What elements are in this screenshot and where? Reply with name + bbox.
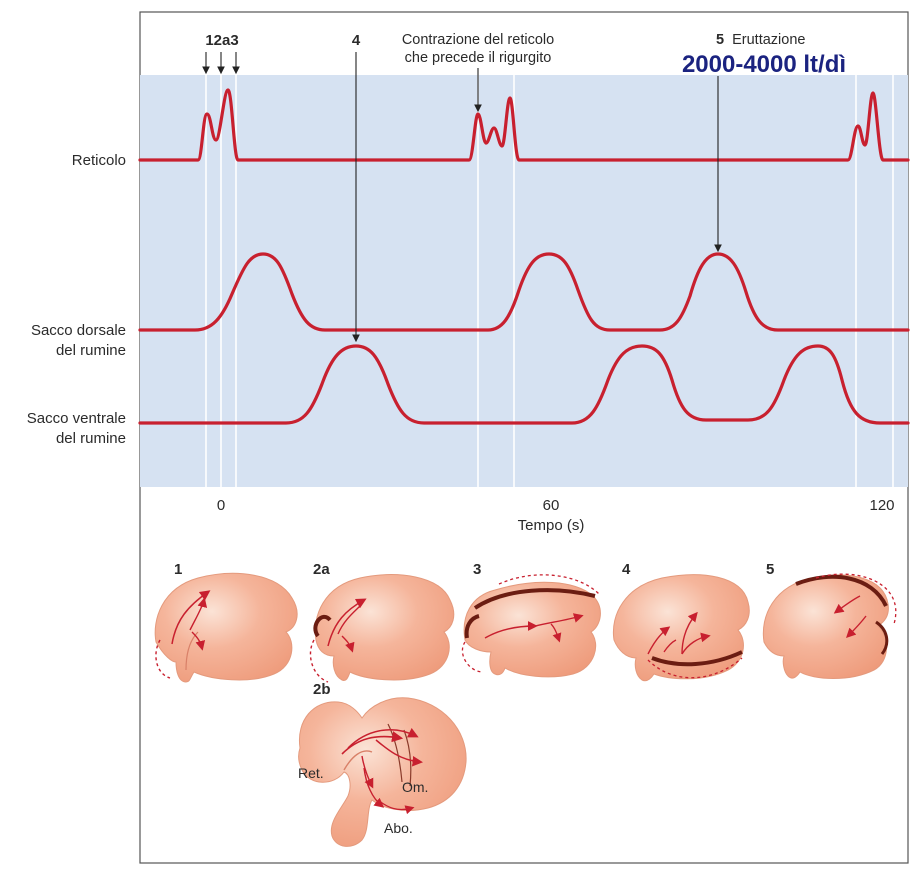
reticolo-trace	[138, 88, 910, 162]
marker-5-text: Eruttazione	[732, 32, 805, 48]
stomach-stage-5	[762, 573, 897, 679]
volume-annotation: 2000-4000 lt/dì	[682, 51, 846, 78]
stomach-stage-2b	[298, 697, 467, 847]
marker-5-label: 5 Eruttazione	[716, 32, 805, 48]
label-abo: Abo.	[384, 820, 413, 836]
reticulum-note-line1: Contrazione del reticolo	[402, 32, 554, 48]
time-axis: 0 60 120 Tempo (s)	[217, 497, 895, 534]
marker-5-number: 5	[716, 32, 724, 48]
marker-arrows-12a3	[202, 52, 240, 75]
label-om: Om.	[402, 779, 428, 795]
dorsale-label-line2: del rumine	[56, 342, 126, 359]
reticolo-label: Reticolo	[72, 152, 126, 169]
stage-labels: 1 2a 3 4 5 2b	[174, 561, 774, 698]
stage-1-label: 1	[174, 561, 182, 578]
stage-2b-label: 2b	[313, 681, 331, 698]
axis-label: Tempo (s)	[518, 517, 585, 534]
marker-4-label: 4	[352, 32, 361, 49]
dorsale-label-line1: Sacco dorsale	[31, 322, 126, 339]
stage-3-label: 3	[473, 561, 481, 578]
dorsale-trace	[138, 252, 910, 332]
stage-5-label: 5	[766, 561, 774, 578]
stomach-stage-1	[154, 572, 298, 683]
stomach-stage-2a	[309, 574, 455, 683]
pressure-traces	[138, 88, 910, 425]
stage-4-label: 4	[622, 561, 631, 578]
stomach-stage-4	[612, 574, 750, 682]
marker-12a3-label: 12a3	[205, 32, 238, 49]
tick-120: 120	[869, 497, 894, 514]
ventrale-trace	[138, 344, 910, 425]
ventrale-label-line1: Sacco ventrale	[27, 410, 126, 427]
tick-0: 0	[217, 497, 225, 514]
reticulum-note-line2: che precede il rigurgito	[405, 50, 552, 66]
tick-60: 60	[543, 497, 560, 514]
label-ret: Ret.	[298, 765, 324, 781]
ventrale-label-line2: del rumine	[56, 430, 126, 447]
stage-2a-label: 2a	[313, 561, 330, 578]
stomach-stage-3	[461, 574, 601, 678]
